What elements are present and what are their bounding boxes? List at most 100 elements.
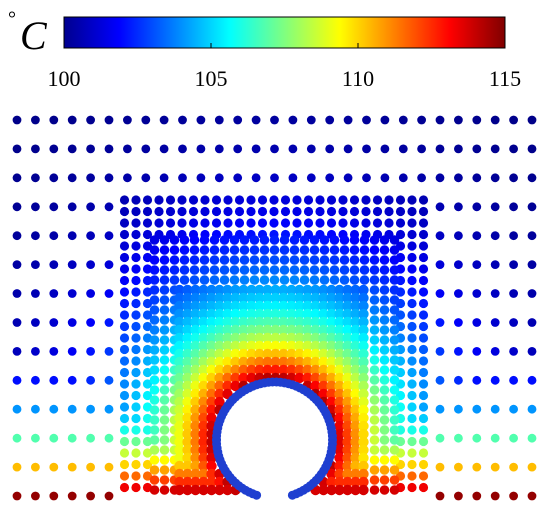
field-point xyxy=(294,300,305,312)
field-point xyxy=(198,372,209,384)
field-point xyxy=(358,428,369,440)
field-point xyxy=(527,173,537,183)
field-point xyxy=(86,289,95,298)
field-point xyxy=(246,372,257,384)
field-point xyxy=(280,218,291,228)
field-point xyxy=(12,289,22,298)
field-point xyxy=(262,300,273,312)
field-point xyxy=(342,412,353,424)
field-point xyxy=(214,300,225,312)
field-point xyxy=(361,195,371,205)
field-point xyxy=(159,435,170,445)
field-point xyxy=(342,484,353,496)
field-point xyxy=(509,144,518,154)
field-point xyxy=(454,318,463,327)
field-point xyxy=(131,471,141,481)
field-point xyxy=(262,292,273,304)
field-point xyxy=(418,264,429,274)
field-point xyxy=(398,173,408,183)
field-point xyxy=(369,435,380,445)
field-point xyxy=(329,275,340,285)
field-point xyxy=(358,332,369,344)
field-point xyxy=(178,144,187,154)
field-point xyxy=(349,218,360,228)
field-point xyxy=(262,356,273,368)
field-point xyxy=(206,364,217,376)
field-point xyxy=(131,448,141,458)
field-point xyxy=(294,332,305,344)
field-point xyxy=(211,206,222,217)
field-point xyxy=(294,316,305,328)
field-point xyxy=(472,347,482,356)
field-point xyxy=(358,412,369,424)
field-point xyxy=(142,471,153,481)
field-point xyxy=(190,452,201,464)
field-point xyxy=(334,292,345,304)
field-point xyxy=(238,316,249,328)
field-point xyxy=(358,284,369,296)
field-point xyxy=(262,308,273,320)
field-point xyxy=(407,206,417,217)
field-point xyxy=(269,235,280,245)
field-point xyxy=(239,255,250,265)
field-point xyxy=(206,388,217,400)
field-point xyxy=(149,315,160,325)
field-point xyxy=(472,375,482,385)
field-point xyxy=(349,195,360,205)
field-point xyxy=(182,452,193,464)
field-point xyxy=(454,202,463,212)
field-point xyxy=(527,404,537,414)
field-point xyxy=(169,235,180,245)
field-point xyxy=(159,285,170,295)
field-point xyxy=(86,491,95,501)
field-point xyxy=(358,348,369,360)
field-point xyxy=(198,324,209,336)
field-point xyxy=(251,173,261,183)
field-point xyxy=(334,460,345,472)
field-point xyxy=(435,144,445,154)
field-point xyxy=(159,115,169,125)
field-point xyxy=(198,428,209,440)
field-point xyxy=(379,295,390,305)
field-point xyxy=(342,388,353,400)
field-point xyxy=(104,491,114,501)
field-point xyxy=(369,405,380,415)
field-point xyxy=(527,347,537,356)
field-point xyxy=(214,396,225,408)
field-point xyxy=(238,356,249,368)
field-point xyxy=(299,265,310,275)
field-point xyxy=(389,365,400,375)
field-point xyxy=(214,484,225,496)
field-point xyxy=(189,255,200,265)
field-point xyxy=(334,404,345,416)
field-point xyxy=(325,115,335,125)
field-point xyxy=(149,265,160,275)
field-point xyxy=(278,364,289,376)
field-point xyxy=(302,356,313,368)
field-point xyxy=(142,241,153,251)
field-point xyxy=(407,298,417,309)
field-point xyxy=(119,459,130,470)
field-point xyxy=(199,245,210,255)
field-point xyxy=(362,144,371,154)
field-point xyxy=(369,265,380,275)
field-point xyxy=(182,420,193,432)
field-point xyxy=(358,396,369,408)
field-point xyxy=(159,335,170,345)
field-point xyxy=(239,245,250,255)
field-point xyxy=(339,235,350,245)
field-point xyxy=(142,356,153,366)
field-point xyxy=(435,462,445,472)
field-point xyxy=(49,260,59,269)
temperature-points xyxy=(12,115,537,501)
field-point xyxy=(174,436,185,448)
field-point xyxy=(149,465,160,475)
field-point xyxy=(206,340,217,352)
field-point xyxy=(270,300,281,312)
field-point xyxy=(190,292,201,304)
field-point xyxy=(249,255,260,265)
field-point xyxy=(362,173,371,183)
field-point xyxy=(182,300,193,312)
field-point xyxy=(329,235,340,245)
field-point xyxy=(12,202,22,212)
